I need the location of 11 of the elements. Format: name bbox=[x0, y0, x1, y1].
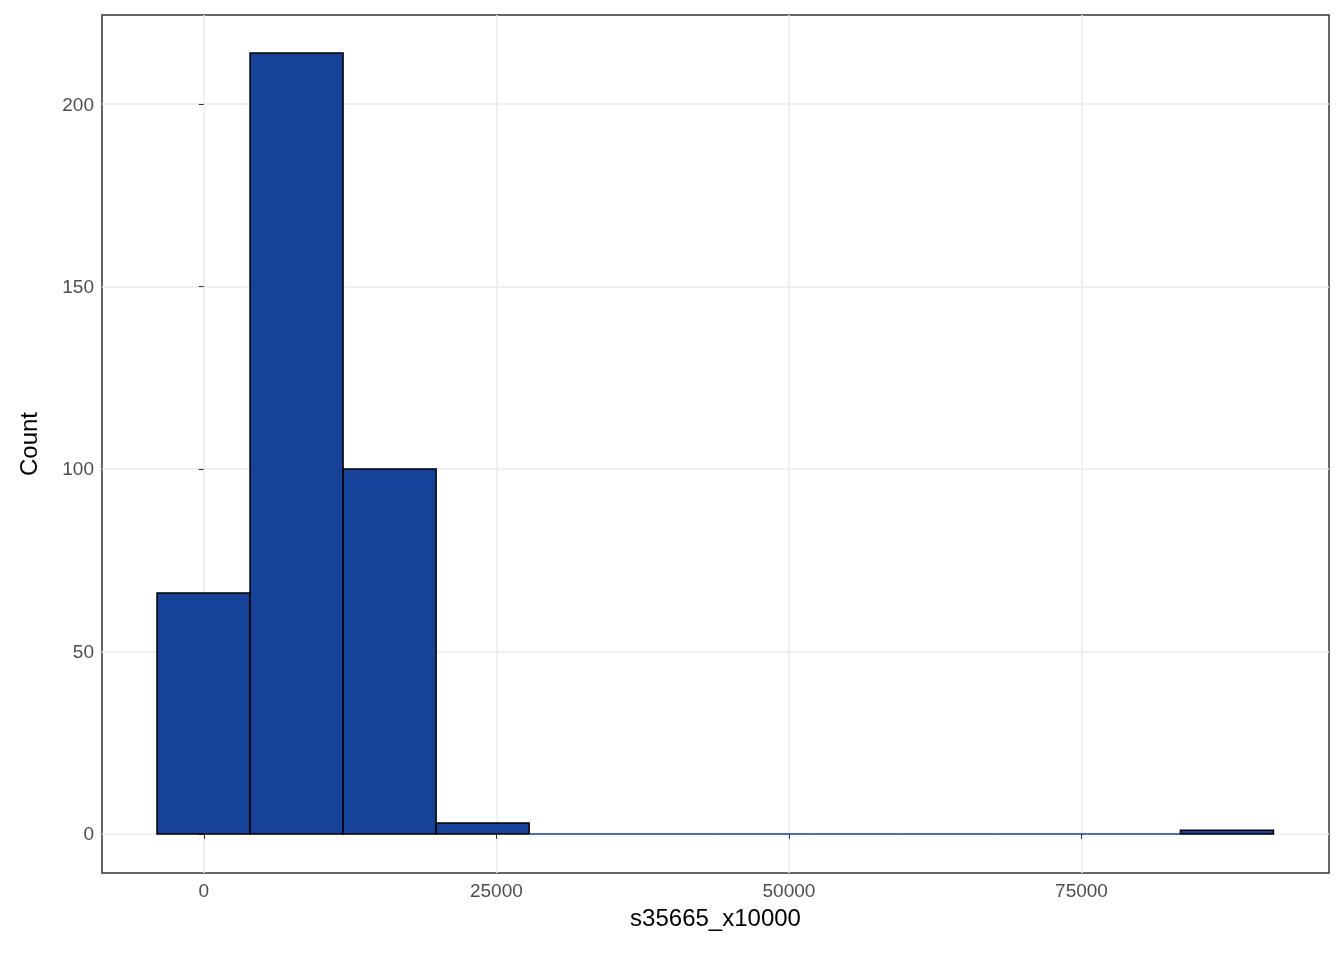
y-tick-label: 0 bbox=[83, 823, 94, 845]
x-axis-title: s35665_x10000 bbox=[630, 903, 801, 931]
x-tick-label: 75000 bbox=[1055, 880, 1108, 901]
y-tick-label: 200 bbox=[62, 93, 94, 115]
x-tick-label: 25000 bbox=[469, 880, 523, 901]
x-tick-label: 50000 bbox=[762, 880, 816, 901]
y-tick-label: 50 bbox=[72, 640, 94, 662]
y-axis-title: Count bbox=[14, 411, 42, 477]
y-tick-label: 100 bbox=[62, 458, 94, 480]
x-tick-label: 0 bbox=[198, 880, 210, 901]
y-tick-label: 150 bbox=[62, 276, 94, 298]
